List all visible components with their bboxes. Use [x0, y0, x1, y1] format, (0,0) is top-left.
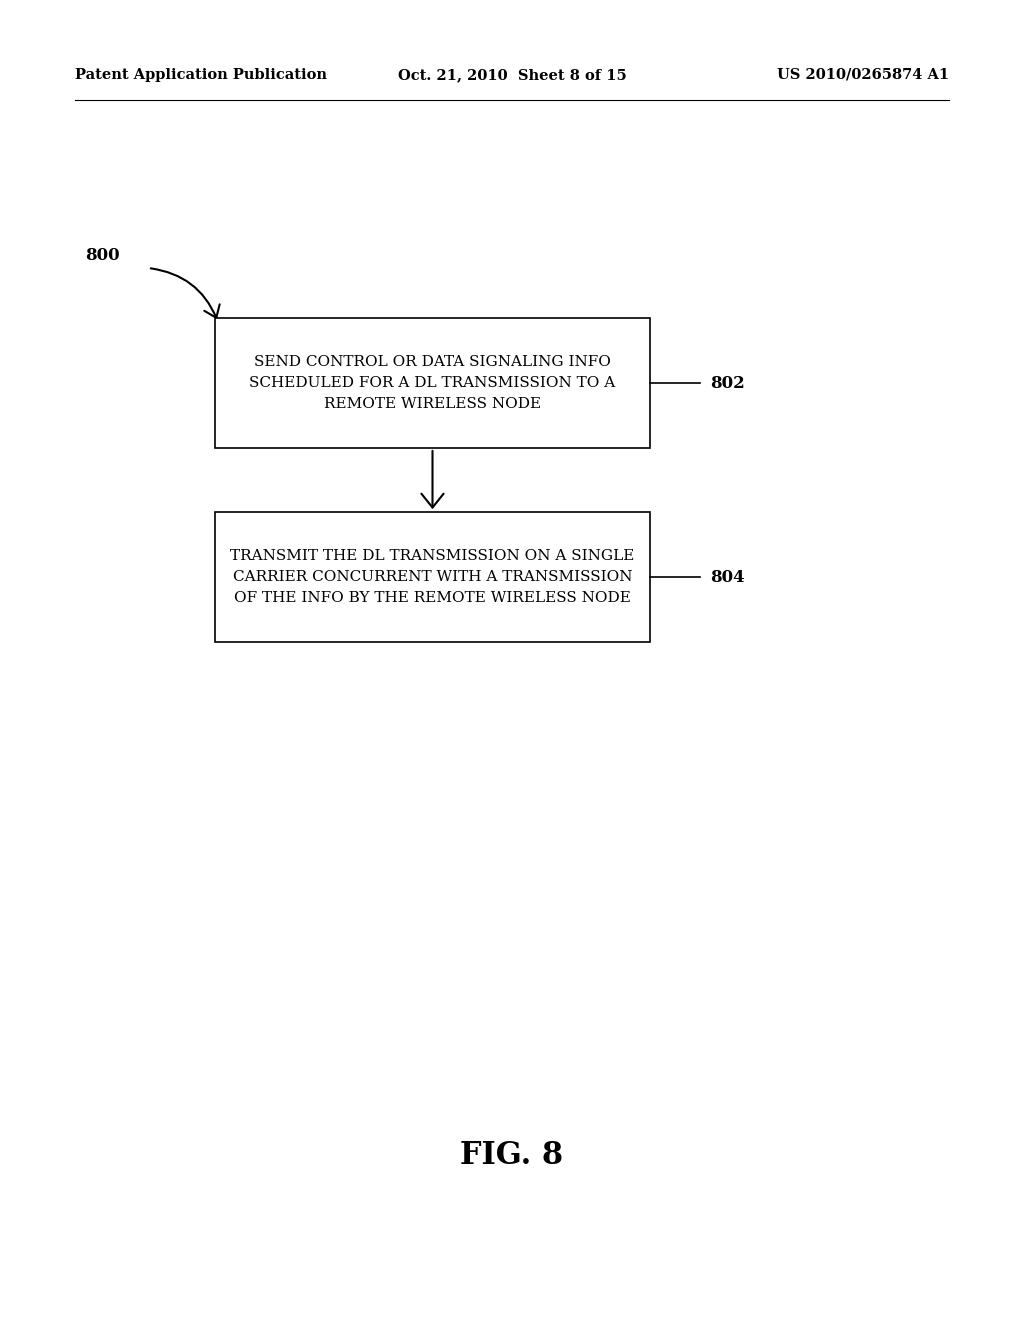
Text: US 2010/0265874 A1: US 2010/0265874 A1: [777, 69, 949, 82]
FancyArrowPatch shape: [151, 268, 220, 318]
Text: 804: 804: [710, 569, 744, 586]
FancyArrowPatch shape: [422, 450, 443, 508]
Text: SEND CONTROL OR DATA SIGNALING INFO
SCHEDULED FOR A DL TRANSMISSION TO A
REMOTE : SEND CONTROL OR DATA SIGNALING INFO SCHE…: [250, 355, 615, 411]
Text: FIG. 8: FIG. 8: [461, 1139, 563, 1171]
Text: Oct. 21, 2010  Sheet 8 of 15: Oct. 21, 2010 Sheet 8 of 15: [397, 69, 627, 82]
Text: 800: 800: [85, 247, 120, 264]
Text: Patent Application Publication: Patent Application Publication: [75, 69, 327, 82]
Text: 802: 802: [710, 375, 744, 392]
Text: TRANSMIT THE DL TRANSMISSION ON A SINGLE
CARRIER CONCURRENT WITH A TRANSMISSION
: TRANSMIT THE DL TRANSMISSION ON A SINGLE…: [230, 549, 635, 605]
